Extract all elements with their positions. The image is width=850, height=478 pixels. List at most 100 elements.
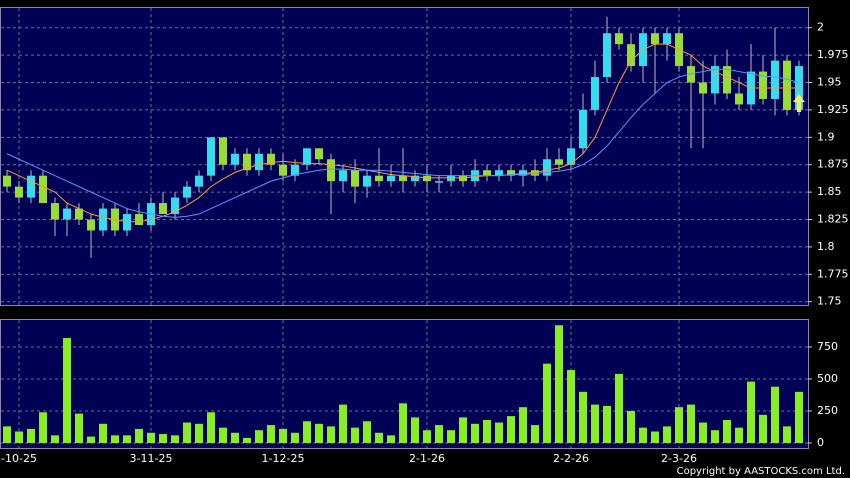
candle-body [567,148,575,165]
volume-bar [375,432,383,444]
volume-bar [51,435,59,444]
candle-body [315,148,323,160]
volume-bar [135,428,143,444]
volume-bar [303,421,311,444]
volume-bar [87,436,95,444]
volume-bar [591,404,599,444]
x-tick-label: 1-12-25 [262,452,305,465]
volume-bar [39,412,47,444]
candle-body [543,159,551,176]
candle-body [27,175,35,198]
volume-bar [495,422,503,444]
candle-body [771,60,779,99]
candle-body [447,175,455,182]
volume-bar [459,417,467,444]
volume-bar [723,419,731,444]
volume-bar [627,411,635,444]
volume-bar [387,435,395,444]
candle-body [51,203,59,220]
volume-bar [195,423,203,444]
candle-body [687,66,695,83]
volume-bar [771,386,779,444]
candle-body [363,175,371,187]
candle-body [519,170,527,176]
plot: -10-25 3-11-25 1-12-25 2-1-26 2-2-26 2-3-26 1.… [1,8,849,465]
candle-body [615,33,623,45]
volume-bar [411,417,419,444]
volume-bar [147,432,155,444]
volume-bar [483,419,491,444]
volume-bar [519,407,527,444]
candle-body [279,164,287,176]
y-tick-label: 750 [817,340,838,353]
candle-body [531,170,539,176]
volume-bar [339,404,347,444]
candle-body [99,208,107,231]
candle-body [711,66,719,94]
volume-bar [111,435,119,444]
volume-bar [675,407,683,444]
volume-bar [747,381,755,444]
candle-body [735,93,743,105]
volume-bar [687,404,695,444]
copyright: Copyright by AASTOCKS.com Ltd. [677,466,845,477]
volume-bar [15,431,23,444]
volume-bar [327,426,335,444]
volume-bar [75,413,83,444]
volume-bar [399,403,407,444]
volume-bar [243,437,251,444]
volume-bar [699,422,707,444]
volume-bar [123,435,131,444]
candle-body [591,77,599,110]
volume-bar [555,325,563,444]
volume-bar [639,427,647,444]
candle-body [723,66,731,94]
volume-bar [3,426,11,444]
candle-body [159,203,167,215]
x-tick-label: 3-11-25 [130,452,173,465]
moving-average-line [6,43,799,223]
volume-bar [567,370,575,444]
volume-bar [63,338,71,444]
candle-body [399,175,407,182]
y-tick-label: 500 [817,372,838,385]
candle-body [291,164,299,176]
x-tick-label: 2-2-26 [553,452,589,465]
y-tick-label: 0 [817,436,824,449]
candle-body [663,33,671,45]
volume-bar [759,414,767,444]
volume-bar [267,425,275,444]
y-tick-label: 1.75 [817,295,842,308]
candle-body [39,175,47,204]
candle-body [759,71,767,99]
candle-body [507,170,515,176]
candle-body [87,219,95,231]
candle-body [207,137,215,176]
volume-bar [531,425,539,444]
marker-arrow [793,94,805,112]
volume-bar [279,428,287,444]
candle-body [579,109,587,149]
x-tick-label: 2-3-26 [661,452,697,465]
y-tick-label: 1.975 [817,48,849,61]
x-tick-label: 2-1-26 [409,452,445,465]
y-tick-label: 250 [817,404,838,417]
volume-bar [603,405,611,444]
volume-bar [231,432,239,444]
candle-body [459,175,467,182]
volume-bar [735,427,743,444]
candle-body [411,175,419,182]
candle-body [3,175,11,187]
y-tick-label: 1.85 [817,185,842,198]
y-tick-label: 1.95 [817,76,842,89]
volume-bar [27,428,35,444]
candle-body [375,175,383,182]
y-tick-label: 2 [817,21,824,34]
volume-bar [159,434,167,444]
candle-body [783,60,791,110]
candle-body [171,197,179,215]
candle-body [183,186,191,198]
y-tick-label: 1.775 [817,267,849,280]
